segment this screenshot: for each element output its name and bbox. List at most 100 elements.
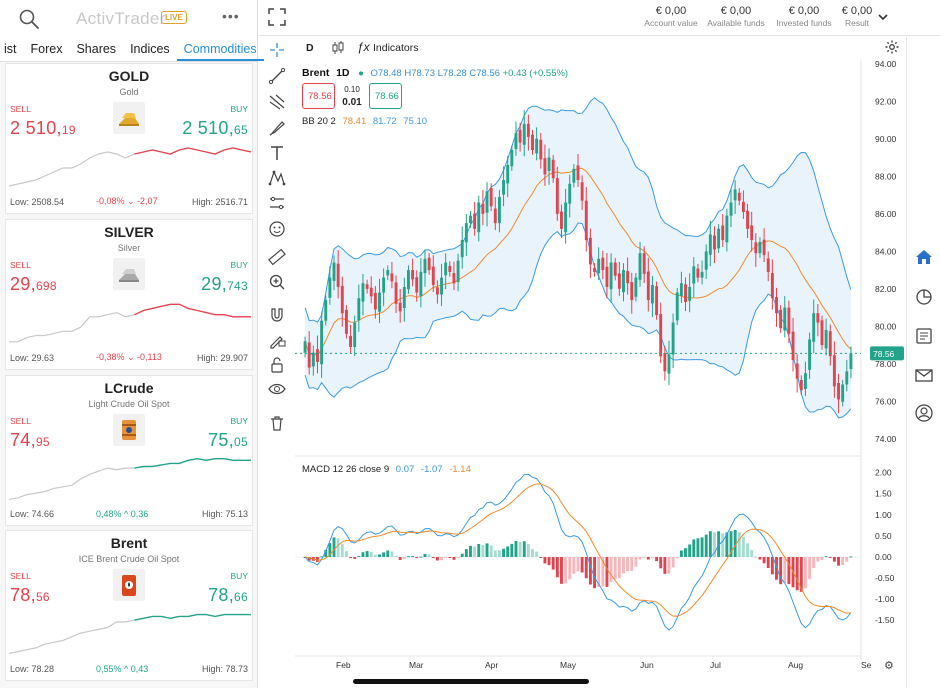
macd-histogram-bar (679, 550, 683, 557)
home-icon[interactable] (914, 247, 934, 267)
visibility-icon[interactable] (267, 379, 287, 399)
text-tool-icon[interactable] (267, 143, 287, 163)
sell-price-button[interactable]: 29,698 (10, 274, 57, 294)
macd-tick-label: -1.50 (875, 615, 895, 625)
tab-commodities[interactable]: Commodities (176, 36, 264, 61)
macd-histogram-bar (469, 545, 472, 557)
result: € 0,00 Result (841, 5, 873, 28)
macd-histogram-bar (543, 556, 547, 564)
macd-histogram-bar (307, 556, 311, 561)
macd-histogram-bar (779, 556, 783, 585)
change-value: 0,48% ^ 0,36 (96, 509, 149, 519)
sparkline-history (9, 311, 135, 343)
candle-body (336, 263, 340, 287)
emoji-icon[interactable] (267, 219, 287, 239)
candle-body (535, 138, 539, 154)
candle-body (762, 239, 766, 256)
brush-icon[interactable] (267, 118, 287, 138)
macd-histogram-bar (344, 551, 348, 557)
macd-histogram-bar (808, 556, 812, 580)
candle-type-icon[interactable] (330, 40, 346, 56)
instrument-card-silver[interactable]: SILVER Silver SELL BUY 29,698 29,743 Low… (5, 219, 253, 370)
buy-price-button[interactable]: 75,05 (208, 430, 248, 450)
sparkline-history (9, 151, 135, 187)
mail-icon[interactable] (914, 365, 934, 385)
macd-histogram-bar (803, 556, 807, 589)
pattern-icon[interactable] (267, 168, 287, 188)
price-chart[interactable]: 94.00 92.00 90.00 88.00 86.00 84.00 82.00 80.00… (295, 60, 905, 676)
account-bar: € 0,00 Account value € 0,00 Available fund… (259, 0, 940, 36)
macd-histogram-bar (390, 551, 394, 557)
candle-body (407, 270, 410, 290)
candle-body (828, 331, 832, 357)
candle-body (564, 202, 568, 233)
indicators-icon[interactable]: ƒx (357, 40, 370, 54)
instrument-card-lcrude[interactable]: LCrude Light Crude Oil Spot SELL BUY 74,… (5, 375, 253, 526)
trash-icon[interactable] (267, 413, 287, 433)
bollinger-lower-line (304, 222, 852, 419)
ruler-icon[interactable] (267, 247, 287, 267)
price-tick-label: 86.00 (875, 209, 897, 219)
unlock-icon[interactable] (267, 355, 287, 375)
search-icon[interactable] (18, 8, 40, 30)
tab-watchlist[interactable]: ist (4, 42, 17, 56)
candle-body (394, 282, 398, 304)
candle-body (555, 178, 559, 214)
chevron-down-icon[interactable] (876, 10, 890, 24)
sell-price-button[interactable]: 78,56 (10, 585, 50, 605)
candle-body (816, 313, 820, 323)
buy-price-box[interactable]: 78.66 (369, 83, 402, 109)
instrument-name: LCrude (104, 380, 154, 396)
candle-body (663, 352, 667, 372)
indicators-button[interactable]: Indicators (373, 42, 419, 54)
pie-chart-icon[interactable] (914, 287, 934, 307)
news-icon[interactable] (914, 326, 934, 346)
macd-histogram-bar (361, 552, 365, 557)
candle-body (547, 157, 551, 172)
macd-histogram-bar (456, 556, 460, 558)
candle-body (721, 225, 725, 241)
macd-histogram-bar (526, 544, 530, 557)
trend-line-icon[interactable] (267, 66, 287, 86)
tab-forex[interactable]: Forex (30, 42, 63, 56)
fullscreen-icon[interactable] (267, 7, 287, 27)
macd-histogram-bar (477, 543, 481, 557)
symbol-name: Brent (302, 67, 330, 79)
bollinger-legend: BB 20 2 78.41 81.72 75.10 (302, 116, 428, 127)
buy-price-button[interactable]: 29,743 (201, 274, 248, 294)
buy-price-button[interactable]: 78,66 (208, 585, 248, 605)
instrument-card-brent[interactable]: Brent ICE Brent Crude Oil Spot SELL BUY … (5, 530, 253, 681)
forecast-icon[interactable] (267, 193, 287, 213)
time-tick-label: Aug (788, 660, 803, 670)
sparkline-chart (9, 147, 251, 187)
tab-shares[interactable]: Shares (76, 42, 117, 56)
live-badge: LIVE (161, 11, 187, 24)
more-menu-icon[interactable]: ••• (222, 8, 240, 24)
candle-body (837, 382, 840, 400)
instrument-description: ICE Brent Crude Oil Spot (78, 554, 180, 564)
sell-price-button[interactable]: 2 510,19 (10, 118, 76, 138)
chart-settings-icon[interactable] (884, 39, 900, 55)
sell-price-box[interactable]: 78.56 (302, 83, 335, 109)
macd-histogram-bar (427, 554, 431, 557)
gold-bars-icon (113, 102, 145, 134)
magnet-icon[interactable] (267, 305, 287, 325)
lock-drawing-icon[interactable] (267, 330, 287, 350)
pitchfork-icon[interactable] (267, 92, 287, 112)
candle-body (522, 123, 526, 145)
candle-body (824, 330, 828, 349)
timeframe-button[interactable]: D (306, 42, 314, 54)
buy-price-button[interactable]: 2 510,65 (182, 118, 248, 138)
candle-body (340, 285, 344, 314)
candle-body (650, 285, 654, 304)
crosshair-icon[interactable] (267, 40, 287, 60)
zoom-in-icon[interactable] (267, 272, 287, 292)
sell-price-button[interactable]: 74,95 (10, 430, 50, 450)
profile-icon[interactable] (914, 403, 934, 423)
instrument-card-gold[interactable]: GOLD Gold SELL BUY 2 510,19 2 510,65 Low… (5, 63, 253, 214)
macd-signal-line (304, 483, 851, 617)
tab-indices[interactable]: Indices (130, 42, 170, 56)
candle-body (605, 266, 609, 287)
macd-histogram-bar (758, 556, 762, 560)
candle-body (667, 354, 671, 374)
